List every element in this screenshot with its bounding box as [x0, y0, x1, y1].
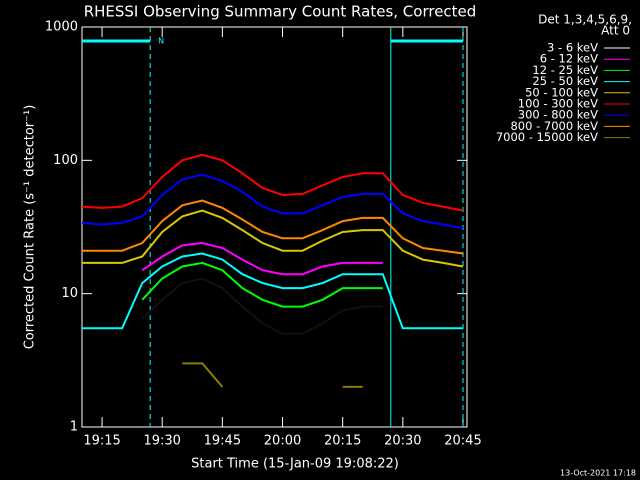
legend-label: 25 - 50 keV: [532, 74, 598, 88]
legend-label: 50 - 100 keV: [525, 85, 598, 99]
x-tick-label: 19:45: [204, 434, 241, 449]
series-line: [82, 199, 464, 255]
y-tick-label: 100: [53, 153, 78, 168]
x-tick-label: 19:15: [83, 434, 120, 449]
legend-title: Det 1,3,4,5,6,9,: [538, 13, 632, 27]
footer: 13-Oct-2021 17:18: [560, 469, 636, 478]
legend-label: 800 - 7000 keV: [510, 119, 598, 133]
x-tick-label: 19:30: [143, 434, 180, 449]
legend-label: 12 - 25 keV: [532, 63, 598, 77]
x-tick-label: 20:30: [384, 434, 421, 449]
series-line: [141, 277, 383, 335]
x-tick-label: 20:45: [444, 434, 481, 449]
legend-label: 3 - 6 keV: [547, 41, 598, 55]
series-line: [141, 261, 383, 308]
series-line: [182, 362, 363, 388]
series-line: [82, 209, 464, 268]
series-line: [141, 241, 383, 276]
x-tick-label: 20:15: [324, 434, 361, 449]
y-tick-label: 1000: [45, 20, 78, 35]
legend-label: 100 - 300 keV: [518, 97, 598, 111]
legend-label: 300 - 800 keV: [518, 108, 598, 122]
y-axis-label: Corrected Count Rate (s⁻¹ detector⁻¹): [23, 105, 38, 350]
chart-title: RHESSI Observing Summary Count Rates, Co…: [84, 3, 477, 21]
series-line: [81, 173, 464, 230]
plot-frame: [81, 26, 468, 428]
series-line: [82, 252, 463, 330]
y-tick-label: 10: [61, 286, 78, 301]
series-line: [81, 153, 464, 212]
flag-label: N: [158, 37, 164, 46]
legend-label: 6 - 12 keV: [540, 52, 598, 66]
legend-label: 7000 - 15000 keV: [496, 130, 598, 144]
x-tick-label: 20:00: [264, 434, 301, 449]
x-axis-label: Start Time (15-Jan-09 19:08:22): [191, 457, 399, 472]
legend-title: Att 0: [601, 24, 630, 38]
y-tick-label: 1: [70, 420, 78, 435]
